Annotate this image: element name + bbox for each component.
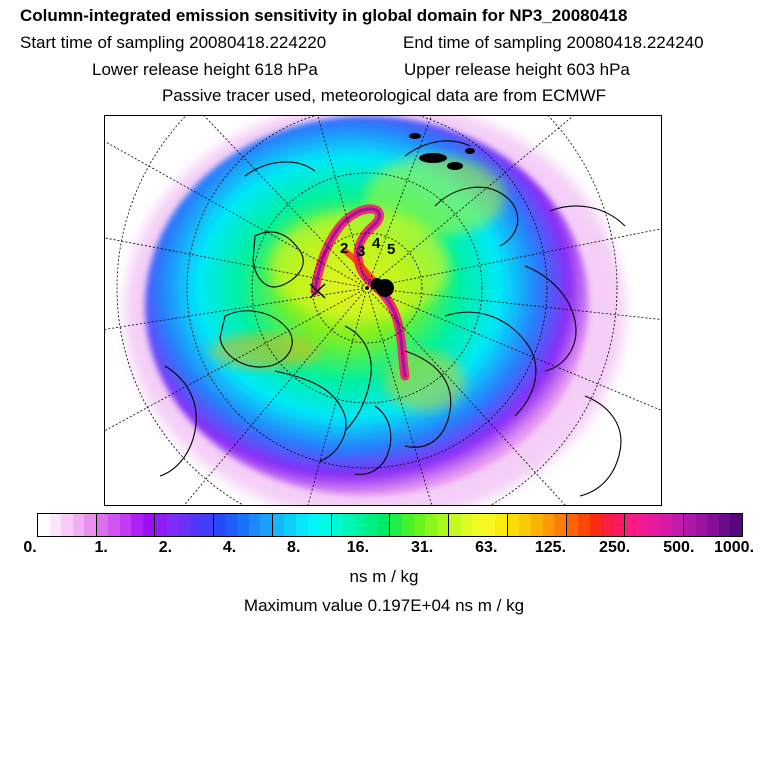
color-scale-cell bbox=[449, 514, 461, 536]
color-scale-cell bbox=[108, 514, 120, 536]
color-scale-cell bbox=[648, 514, 660, 536]
color-scale-cell bbox=[343, 514, 355, 536]
sensitivity-map: 2 3 4 5 bbox=[104, 115, 662, 506]
color-scale-cell bbox=[730, 514, 742, 536]
color-scale-cell bbox=[578, 514, 590, 536]
color-scale-cell bbox=[307, 514, 320, 536]
color-scale-cell bbox=[695, 514, 708, 536]
color-scale-tick-label: 500. bbox=[663, 539, 695, 556]
graticule bbox=[105, 116, 661, 505]
end-time-label: End time of sampling 20080418.224240 bbox=[403, 33, 704, 52]
coastlines bbox=[159, 140, 626, 497]
color-scale-tick-label: 63. bbox=[475, 539, 498, 556]
color-scale-cell bbox=[377, 514, 391, 536]
color-scale-cell bbox=[96, 514, 109, 536]
color-scale-cell bbox=[284, 514, 297, 536]
color-scale-cell bbox=[530, 514, 543, 536]
lower-release-height-label: Lower release height 618 hPa bbox=[92, 60, 318, 79]
color-scale-cell bbox=[260, 514, 273, 536]
color-scale-cell bbox=[519, 514, 531, 536]
color-scale-cell bbox=[131, 514, 143, 536]
color-scale-tick-label: 250. bbox=[599, 539, 631, 556]
color-scale-cell bbox=[225, 514, 238, 536]
color-scale-bar bbox=[37, 513, 743, 537]
color-scale-cell bbox=[331, 514, 344, 536]
color-scale-cell bbox=[201, 514, 215, 536]
start-time-label: Start time of sampling 20080418.224220 bbox=[20, 33, 327, 52]
color-scale-tick-label: 2. bbox=[158, 539, 173, 556]
color-scale-cell bbox=[684, 514, 696, 536]
color-scale-cell bbox=[49, 514, 62, 536]
maximum-value-label: Maximum value 0.197E+04 ns m / kg bbox=[243, 596, 525, 615]
trajectory-label-3: 3 bbox=[357, 243, 365, 260]
color-scale-cell bbox=[248, 514, 261, 536]
color-scale-cell bbox=[425, 514, 437, 536]
color-scale-cell bbox=[413, 514, 426, 536]
color-scale-cell bbox=[554, 514, 567, 536]
color-scale-tick-label: 125. bbox=[534, 539, 567, 556]
color-scale-tick-label: 8. bbox=[287, 539, 301, 556]
color-scale-cell bbox=[636, 514, 649, 536]
color-scale-tick-label: 1. bbox=[94, 539, 108, 556]
color-scale-cell bbox=[142, 514, 156, 536]
release-point-marker bbox=[309, 278, 394, 299]
color-scale-cell bbox=[178, 514, 191, 536]
color-scale-cell bbox=[272, 514, 285, 536]
color-scale-cell bbox=[167, 514, 179, 536]
color-scale-cell bbox=[507, 514, 520, 536]
map-title: Column-integrated emission sensitivity i… bbox=[20, 6, 628, 25]
field-patch-orange bbox=[210, 333, 320, 369]
color-scale-cell bbox=[625, 514, 637, 536]
color-scale-tick-label: 4. bbox=[222, 539, 237, 556]
color-scale-tick-label: 1000. bbox=[713, 539, 755, 556]
field-patch-north bbox=[365, 156, 505, 236]
color-scale-cell bbox=[119, 514, 132, 536]
color-scale-cell bbox=[718, 514, 731, 536]
map-canvas: 2 3 4 5 bbox=[105, 116, 661, 505]
color-scale-cell bbox=[296, 514, 308, 536]
color-scale-cell bbox=[84, 514, 97, 536]
units-label: ns m / kg bbox=[349, 567, 419, 586]
color-scale-cell bbox=[354, 514, 367, 536]
color-scale-cell bbox=[319, 514, 332, 536]
color-scale-tick-label: 0. bbox=[23, 539, 37, 556]
color-scale-cell bbox=[495, 514, 508, 536]
color-scale-cell bbox=[390, 514, 402, 536]
color-scale-cell bbox=[472, 514, 484, 536]
color-scale-cell bbox=[483, 514, 496, 536]
color-scale-cell bbox=[61, 514, 73, 536]
color-scale-cell bbox=[612, 514, 626, 536]
color-scale-cell bbox=[237, 514, 249, 536]
color-scale-tick-label: 31. bbox=[410, 539, 434, 556]
color-scale-cell bbox=[214, 514, 226, 536]
color-scale-cell bbox=[38, 514, 50, 536]
arctic-islands bbox=[409, 133, 475, 170]
color-scale-cell bbox=[566, 514, 579, 536]
color-scale-cell bbox=[542, 514, 555, 536]
color-scale-cell bbox=[707, 514, 719, 536]
color-scale-cell bbox=[366, 514, 378, 536]
trajectory-label-4: 4 bbox=[372, 235, 381, 252]
color-scale-cell bbox=[460, 514, 473, 536]
color-scale-cell bbox=[72, 514, 85, 536]
color-scale-cell bbox=[436, 514, 450, 536]
color-scale-cell bbox=[155, 514, 168, 536]
trajectory-label-2: 2 bbox=[340, 240, 348, 257]
color-scale-tick-label: 16. bbox=[346, 539, 370, 556]
color-scale-cell bbox=[589, 514, 602, 536]
color-scale-cell bbox=[190, 514, 202, 536]
color-scale-cell bbox=[671, 514, 685, 536]
upper-release-height-label: Upper release height 603 hPa bbox=[404, 60, 630, 79]
color-scale-cell bbox=[659, 514, 672, 536]
color-scale-cell bbox=[601, 514, 613, 536]
plume-track-core bbox=[313, 207, 407, 378]
tracer-note: Passive tracer used, meteorological data… bbox=[161, 86, 607, 105]
trajectory-label-5: 5 bbox=[387, 241, 395, 258]
color-scale-cell bbox=[401, 514, 414, 536]
